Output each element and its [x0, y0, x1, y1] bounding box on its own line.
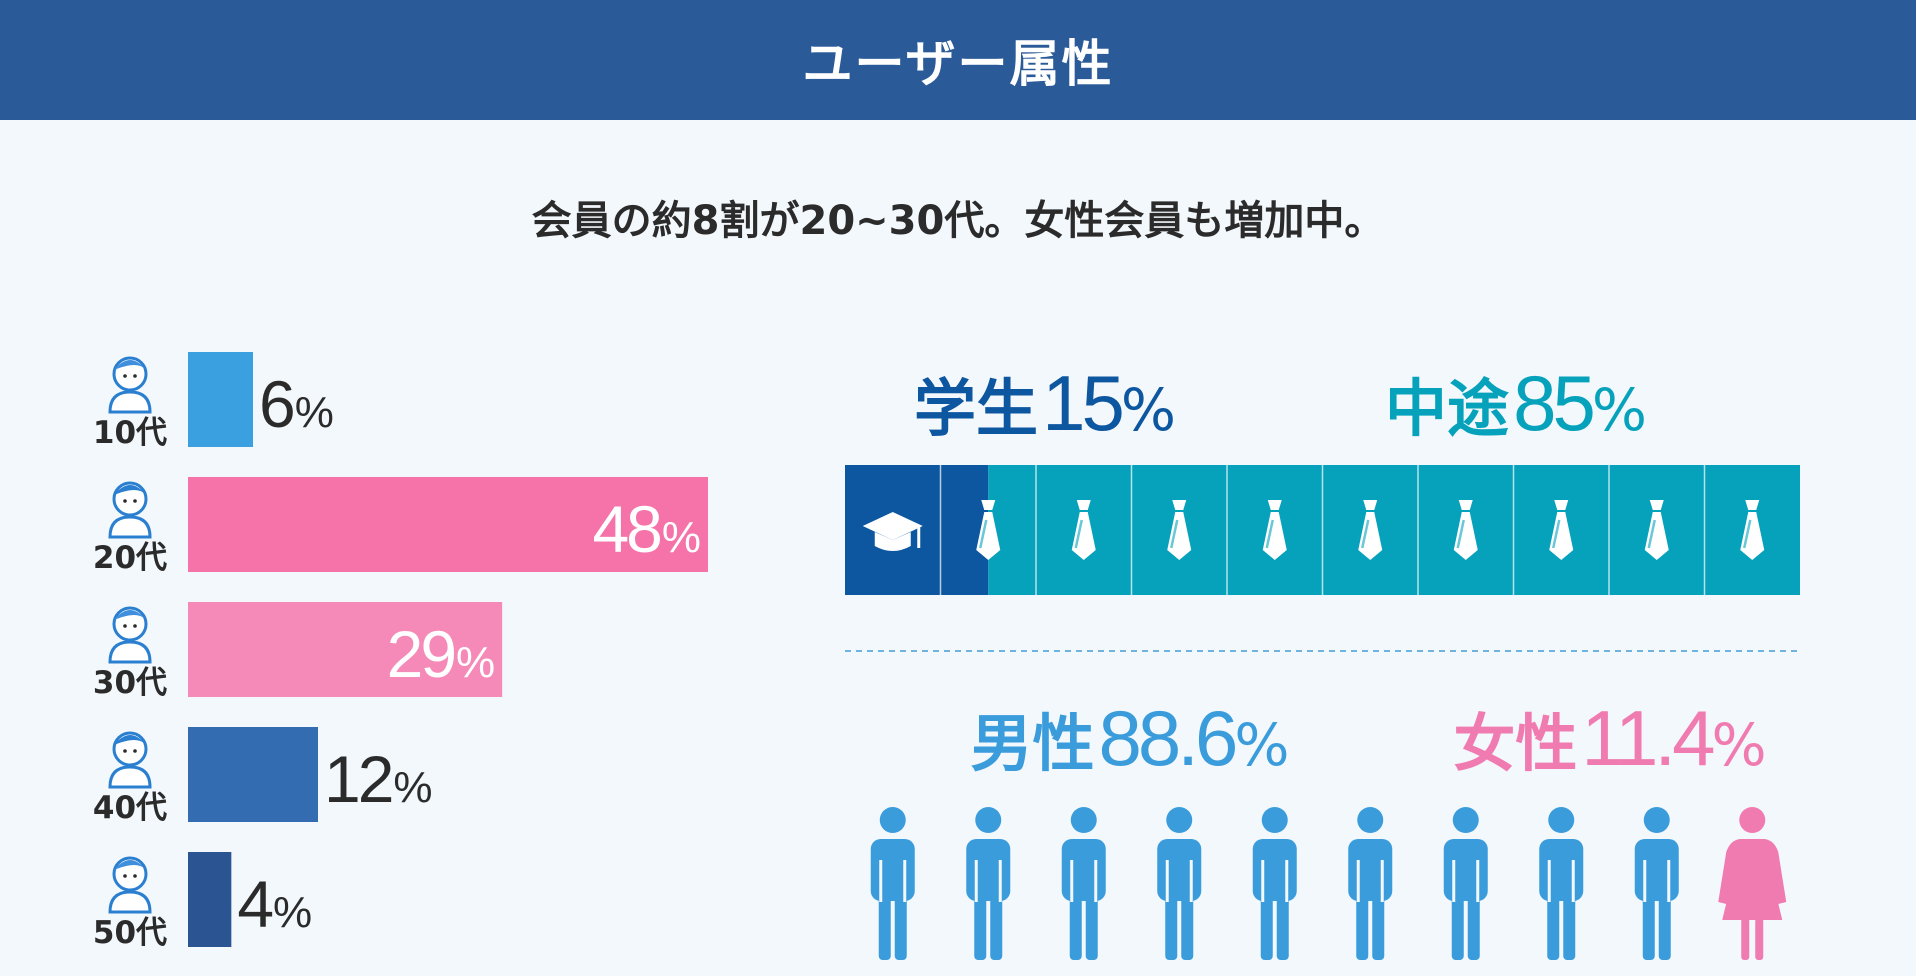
age-distribution-chart: 10代 6%20代 48%30代 29%40代 12%50代 4%: [93, 352, 708, 951]
male-person-icon: [1443, 807, 1488, 960]
age-bar: [188, 727, 318, 822]
man-avatar-icon: [108, 606, 152, 664]
age-value-label: 6%: [259, 367, 333, 441]
necktie-icon: [1740, 500, 1765, 560]
male-person-icon: [1061, 807, 1106, 960]
male-person-icon: [870, 807, 915, 960]
male-person-icon: [1634, 807, 1679, 960]
gender-segment-heading: 男性88.6%: [971, 694, 1290, 782]
age-bar: [188, 477, 708, 572]
necktie-icon: [1358, 500, 1383, 560]
male-person-icon: [1539, 807, 1584, 960]
age-category-label: 20代: [93, 540, 167, 576]
gender-ratio-chart: 男性88.6% 女性11.4%: [845, 650, 1800, 960]
age-value-label: 12%: [324, 742, 431, 816]
career-segment: [988, 465, 1800, 595]
necktie-icon: [976, 500, 1001, 560]
career-segment-heading: 学生15%: [914, 359, 1176, 447]
gender-segment-heading: 女性11.4%: [1453, 694, 1766, 782]
male-person-icon: [1252, 807, 1297, 960]
woman-avatar-icon: [108, 481, 152, 539]
woman-headset-avatar-icon: [108, 731, 152, 789]
student-career-chart: 学生15% 中途85%: [845, 359, 1800, 595]
necktie-icon: [1167, 500, 1192, 560]
teen-avatar-icon: [108, 356, 152, 414]
age-bar: [188, 602, 503, 697]
student-segment: [845, 465, 989, 595]
page-header: ユーザー属性: [0, 0, 1916, 120]
necktie-icon: [1644, 500, 1669, 560]
graduation-cap-icon: [862, 512, 923, 551]
female-person-icon: [1718, 807, 1787, 960]
age-category-label: 30代: [93, 665, 167, 701]
career-segment-heading: 中途85%: [1385, 359, 1647, 447]
age-category-label: 50代: [93, 915, 167, 951]
age-bar: [188, 852, 232, 947]
necktie-icon: [1071, 500, 1096, 560]
male-person-icon: [1348, 807, 1393, 960]
male-person-icon: [1157, 807, 1202, 960]
age-category-label: 40代: [93, 790, 167, 826]
page-title: ユーザー属性: [802, 35, 1114, 93]
necktie-icon: [1549, 500, 1574, 560]
necktie-icon: [1262, 500, 1287, 560]
summary-text: 会員の約8割が20~30代。女性会員も増加中。: [531, 198, 1385, 244]
male-person-icon: [966, 807, 1011, 960]
age-category-label: 10代: [93, 415, 167, 451]
necktie-icon: [1453, 500, 1478, 560]
age-bar: [188, 352, 253, 447]
age-value-label: 4%: [237, 867, 311, 941]
older-man-avatar-icon: [108, 856, 152, 914]
